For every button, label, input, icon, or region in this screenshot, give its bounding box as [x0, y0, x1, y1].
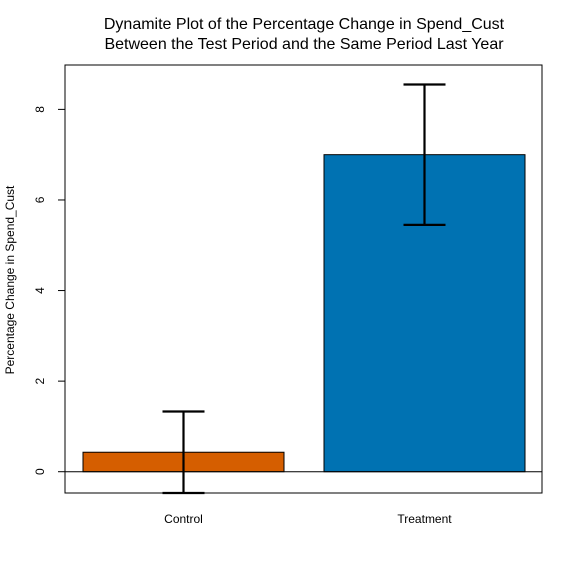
plot-area: 0 2 4 6 8 Control Treatment: [33, 64, 543, 526]
plot-frame: [64, 64, 543, 494]
y-tick-label-8: 8: [33, 106, 47, 113]
y-tick-label-6: 6: [33, 196, 47, 203]
y-tick-label-4: 4: [33, 287, 47, 294]
chart-title-line-1: Dynamite Plot of the Percentage Change i…: [104, 16, 505, 33]
y-tick-label-2: 2: [33, 377, 47, 384]
y-tick-label-0: 0: [33, 468, 47, 475]
y-axis-label: Percentage Change in Spend_Cust: [3, 185, 17, 374]
x-category-label-treatment: Treatment: [397, 512, 452, 526]
chart-title-line-2: Between the Test Period and the Same Per…: [104, 36, 504, 53]
x-category-label-control: Control: [164, 512, 203, 526]
